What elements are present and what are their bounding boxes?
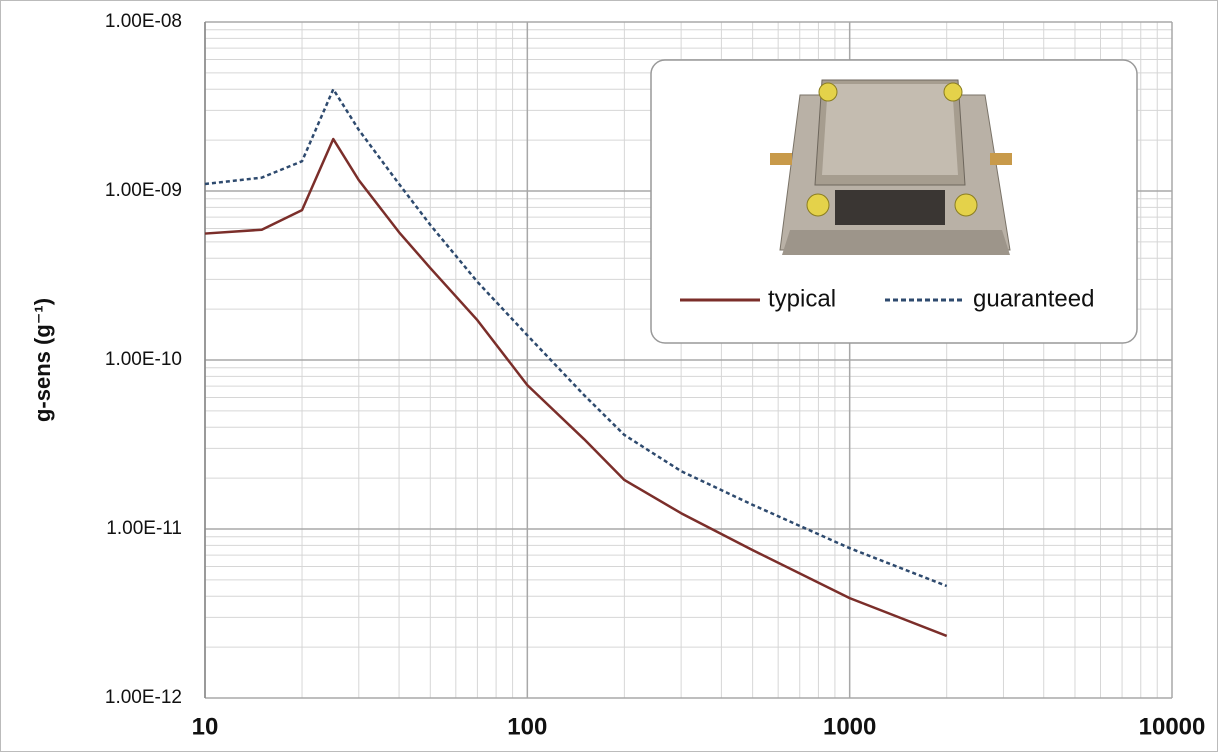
x-tick-label: 1000 [823, 713, 876, 740]
y-tick-label: 1.00E-12 [105, 687, 182, 708]
legend: typical guaranteed [650, 59, 1138, 344]
y-tick-label: 1.00E-09 [105, 180, 182, 201]
y-tick-label: 1.00E-10 [105, 349, 182, 370]
series-line [204, 88, 948, 588]
x-tick-label: 100 [507, 713, 547, 740]
series-line [204, 137, 948, 638]
legend-label: typical [768, 285, 836, 312]
y-tick-label: 1.00E-11 [106, 518, 182, 539]
y-tick-label: 1.00E-08 [105, 11, 182, 32]
legend-label: guaranteed [973, 285, 1094, 312]
lines [204, 88, 948, 638]
x-tick-label: 10 [192, 713, 219, 740]
y-axis-label: g-sens (g⁻¹) [30, 298, 55, 422]
x-tick-label: 10000 [1139, 713, 1206, 740]
device-photo [770, 79, 1012, 255]
